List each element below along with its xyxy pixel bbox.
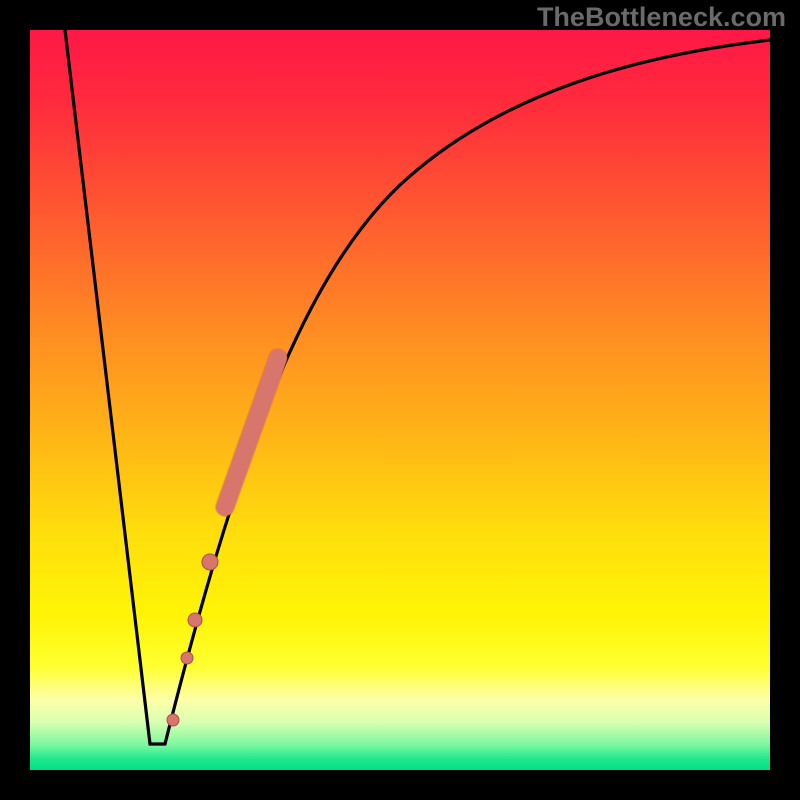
marker-dot [167, 714, 179, 726]
chart-svg [0, 0, 800, 800]
plot-area [30, 30, 770, 770]
marker-dot [188, 613, 202, 627]
marker-dot [202, 554, 218, 570]
marker-dot [181, 652, 193, 664]
watermark-text: TheBottleneck.com [537, 2, 786, 33]
